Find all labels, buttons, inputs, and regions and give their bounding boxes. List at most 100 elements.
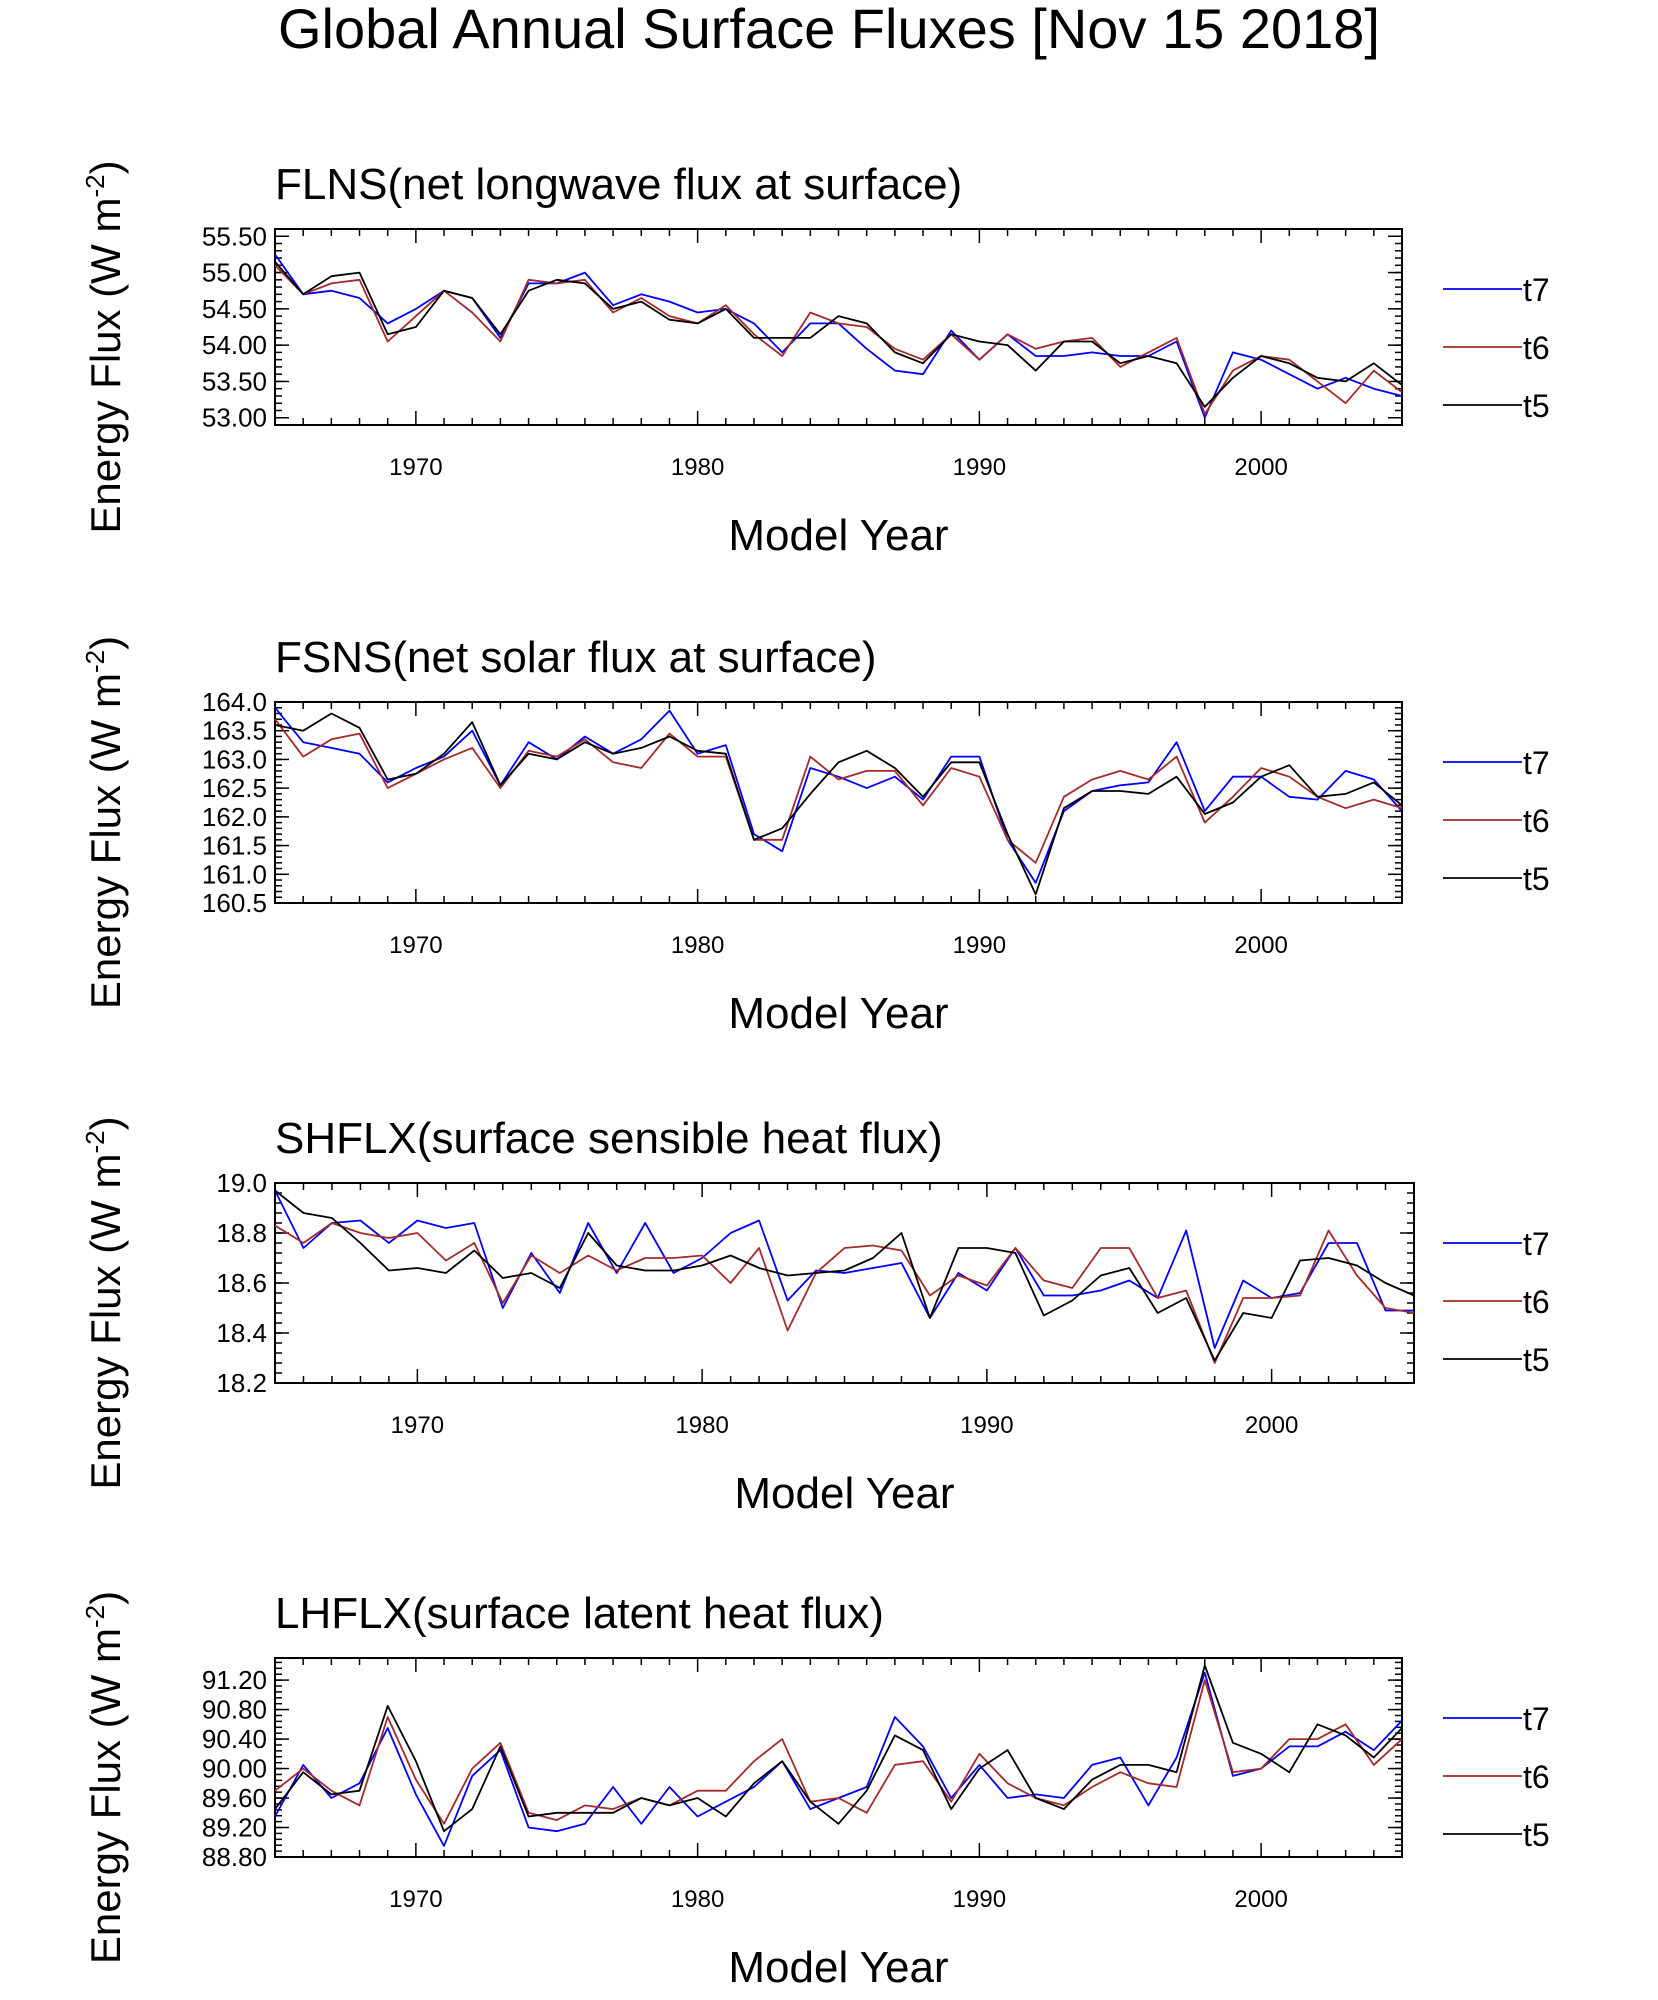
legend-label-t7: t7 (1523, 1226, 1550, 1262)
series-line-t5 (274, 1189, 1415, 1362)
series-line-t6 (274, 264, 1403, 416)
x-tick-label: 1990 (953, 932, 1006, 959)
chart-panel-4: LHFLX(surface latent heat flux) Energy Fl… (80, 1589, 1550, 1992)
legend-label-t7: t7 (1523, 745, 1550, 781)
y-tick-label: 53.00 (202, 403, 267, 433)
y-tick-label: 89.60 (202, 1783, 267, 1813)
y-tick-label: 55.50 (202, 221, 267, 251)
x-tick-label: 1990 (953, 1886, 1006, 1913)
legend-label-t5: t5 (1523, 1817, 1550, 1853)
y-tick-label: 90.00 (202, 1754, 267, 1784)
x-tick-label: 1980 (671, 932, 724, 959)
y-tick-label: 89.20 (202, 1813, 267, 1843)
y-tick-label: 161.5 (202, 831, 267, 861)
y-axis-label: Energy Flux (W m-2) (80, 1116, 129, 1489)
y-tick-label: 18.8 (216, 1218, 267, 1248)
y-tick-label: 18.6 (216, 1268, 267, 1298)
y-axis-label-end: ) (82, 636, 129, 650)
chart-panel-3: SHFLX(surface sensible heat flux) Energy … (80, 1114, 1550, 1518)
chart-title: LHFLX(surface latent heat flux) (275, 1589, 884, 1638)
chart-title: SHFLX(surface sensible heat flux) (275, 1114, 943, 1163)
y-tick-label: 54.50 (202, 294, 267, 324)
x-tick-label: 1980 (671, 454, 724, 481)
x-tick-label: 2000 (1234, 1886, 1287, 1913)
series-line-t7 (274, 1671, 1403, 1847)
y-axis-label: Energy Flux (W m-2) (80, 1591, 129, 1964)
legend-label-t7: t7 (1523, 1701, 1550, 1737)
legend-label-t5: t5 (1523, 388, 1550, 424)
y-tick-label: 163.0 (202, 744, 267, 774)
legend-label-t6: t6 (1523, 1284, 1550, 1320)
y-tick-label: 88.80 (202, 1842, 267, 1872)
x-tick-label: 2000 (1245, 1412, 1298, 1439)
main-title: Global Annual Surface Fluxes [Nov 15 201… (278, 0, 1380, 60)
y-tick-label: 162.0 (202, 802, 267, 832)
series-line-t7 (274, 707, 1403, 884)
y-axis-label-superscript: -2 (80, 650, 110, 673)
x-tick-label: 1980 (675, 1412, 728, 1439)
y-tick-label: 161.0 (202, 859, 267, 889)
series-line-t6 (274, 1679, 1403, 1825)
plot-frame (274, 1657, 1403, 1858)
y-axis-label-end: ) (82, 160, 129, 174)
y-tick-label: 55.00 (202, 258, 267, 288)
chart-panel-1: FLNS(net longwave flux at surface) Energy… (80, 160, 1550, 560)
x-axis-label: Model Year (734, 1469, 954, 1518)
legend-label-t7: t7 (1523, 272, 1550, 308)
y-axis-label-end: ) (82, 1116, 129, 1130)
y-tick-label: 18.4 (216, 1318, 267, 1348)
series-line-t6 (274, 718, 1403, 864)
y-axis-label-end: ) (82, 1591, 129, 1605)
y-axis-label-main: Energy Flux (W m (82, 673, 129, 1009)
y-axis-label: Energy Flux (W m-2) (80, 636, 129, 1009)
x-axis-label: Model Year (728, 1943, 948, 1992)
y-tick-label: 90.40 (202, 1724, 267, 1754)
x-tick-label: 1970 (389, 454, 442, 481)
series-line-t5 (274, 712, 1403, 896)
y-tick-label: 163.5 (202, 716, 267, 746)
legend-label-t5: t5 (1523, 1342, 1550, 1378)
series-line-t7 (274, 1190, 1414, 1349)
y-tick-label: 53.50 (202, 366, 267, 396)
y-tick-label: 164.0 (202, 687, 267, 717)
series-line-t6 (274, 1222, 1415, 1364)
y-axis-label-main: Energy Flux (W m (82, 198, 129, 534)
x-tick-label: 1980 (671, 1886, 724, 1913)
series-line-t5 (274, 261, 1403, 408)
chart-title: FLNS(net longwave flux at surface) (275, 160, 962, 209)
legend-label-t6: t6 (1523, 1759, 1550, 1795)
series-line-t7 (274, 253, 1403, 419)
y-axis-label-main: Energy Flux (W m (82, 1154, 129, 1490)
x-tick-label: 1970 (389, 1886, 442, 1913)
series-line-t5 (274, 1664, 1403, 1833)
x-axis-label: Model Year (728, 511, 948, 560)
y-axis-label-main: Energy Flux (W m (82, 1628, 129, 1964)
x-tick-label: 1990 (953, 454, 1006, 481)
y-tick-label: 91.20 (202, 1665, 267, 1695)
y-tick-label: 162.5 (202, 773, 267, 803)
chart-title: FSNS(net solar flux at surface) (275, 633, 877, 682)
x-tick-label: 2000 (1234, 454, 1287, 481)
legend-label-t6: t6 (1523, 330, 1550, 366)
legend-label-t5: t5 (1523, 861, 1550, 897)
y-tick-label: 19.0 (216, 1168, 267, 1198)
y-axis-label: Energy Flux (W m-2) (80, 160, 129, 533)
plot-frame (274, 1182, 1415, 1384)
x-tick-label: 1970 (391, 1412, 444, 1439)
x-tick-label: 1990 (960, 1412, 1013, 1439)
chart-panel-2: FSNS(net solar flux at surface) Energy Fl… (80, 633, 1550, 1038)
x-tick-label: 2000 (1234, 932, 1287, 959)
panels: FLNS(net longwave flux at surface) Energy… (80, 160, 1550, 1992)
x-tick-label: 1970 (389, 932, 442, 959)
x-axis-label: Model Year (728, 989, 948, 1038)
y-axis-label-superscript: -2 (80, 1605, 110, 1628)
y-tick-label: 54.00 (202, 330, 267, 360)
y-axis-label-superscript: -2 (80, 174, 110, 197)
legend-label-t6: t6 (1523, 803, 1550, 839)
plot-frame (274, 228, 1403, 426)
y-tick-label: 18.2 (216, 1368, 267, 1398)
y-axis-label-superscript: -2 (80, 1130, 110, 1153)
y-tick-label: 90.80 (202, 1695, 267, 1725)
y-tick-label: 160.5 (202, 888, 267, 918)
